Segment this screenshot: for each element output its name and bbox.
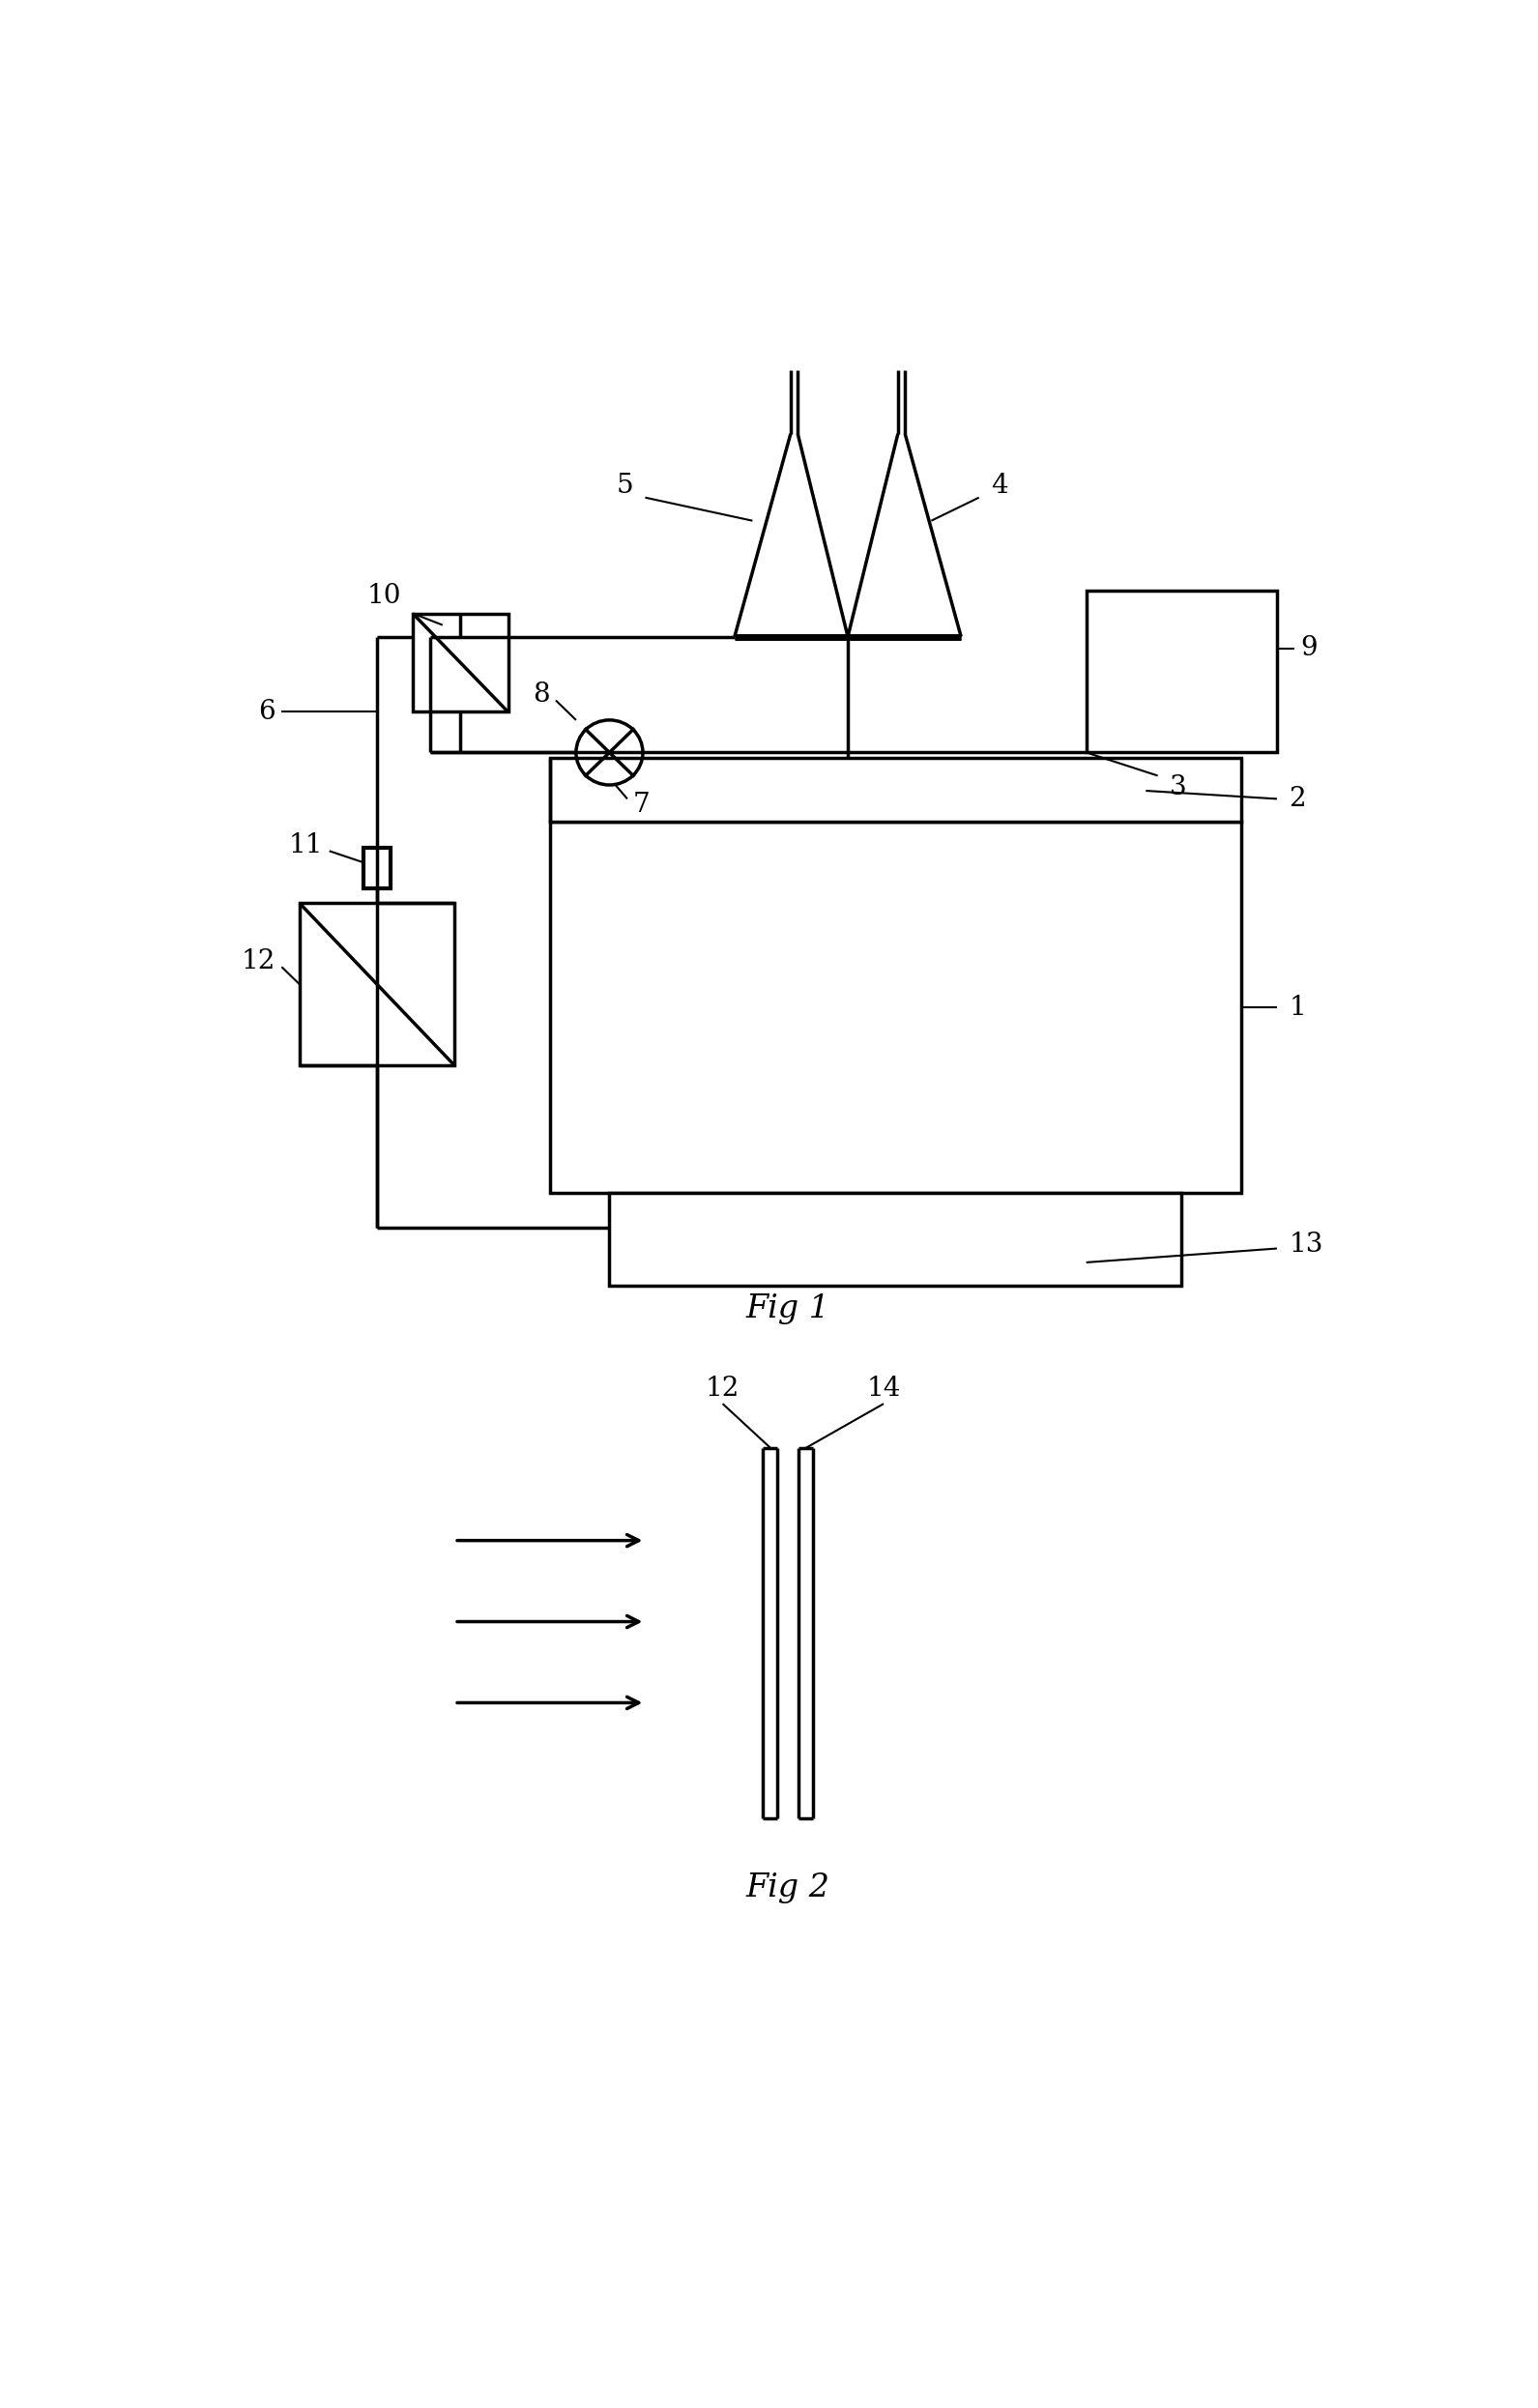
Text: 7: 7 [634, 792, 651, 819]
Text: 3: 3 [1170, 775, 1187, 799]
Bar [551, 759, 1241, 821]
Text: 12: 12 [706, 1375, 740, 1401]
Text: 9: 9 [1301, 636, 1318, 662]
Text: 5: 5 [617, 472, 634, 498]
Bar [609, 1192, 1181, 1286]
Text: Fig 2: Fig 2 [746, 1873, 831, 1905]
Text: 11: 11 [289, 833, 323, 857]
Text: Fig 1: Fig 1 [746, 1293, 831, 1324]
Text: 10: 10 [366, 583, 401, 609]
Bar [412, 614, 508, 713]
Text: 13: 13 [1289, 1233, 1323, 1257]
Text: 4: 4 [990, 472, 1007, 498]
Bar [365, 848, 391, 889]
Text: 8: 8 [532, 681, 551, 708]
Text: 14: 14 [866, 1375, 901, 1401]
Text: 1: 1 [1289, 995, 1306, 1021]
Text: 6: 6 [258, 698, 275, 725]
Bar [1086, 590, 1277, 751]
Bar [300, 903, 455, 1064]
Bar [551, 821, 1241, 1192]
Text: 2: 2 [1289, 785, 1306, 811]
Text: 12: 12 [241, 949, 275, 975]
